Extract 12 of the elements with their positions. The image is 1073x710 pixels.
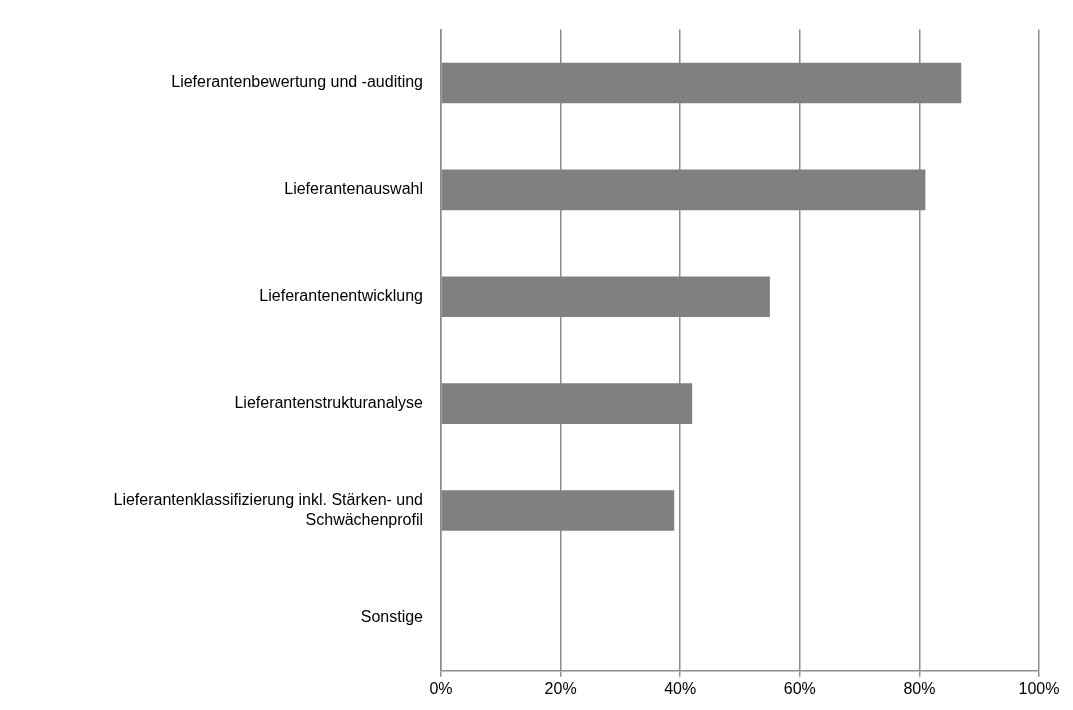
x-tick-label: 60%: [783, 679, 816, 697]
x-tick-label: 40%: [664, 679, 697, 697]
x-tick-label: 80%: [903, 679, 936, 697]
x-tick-label: 0%: [429, 679, 453, 697]
y-tick-label: Lieferantenklassifizierung inkl. Stärken- und Schwächenprofil: [113, 491, 423, 528]
x-tick-label: 20%: [544, 679, 577, 697]
y-tick-label: Sonstige: [360, 607, 424, 625]
y-tick-label: Lieferantenbewertung und -auditing: [171, 73, 423, 91]
y-tick-label: Lieferantenstrukturanalyse: [234, 394, 424, 412]
y-tick-label: Lieferantenauswahl: [284, 180, 423, 198]
x-tick-label: 100%: [1018, 679, 1060, 697]
y-tick-label: Lieferantenentwicklung: [259, 287, 423, 305]
